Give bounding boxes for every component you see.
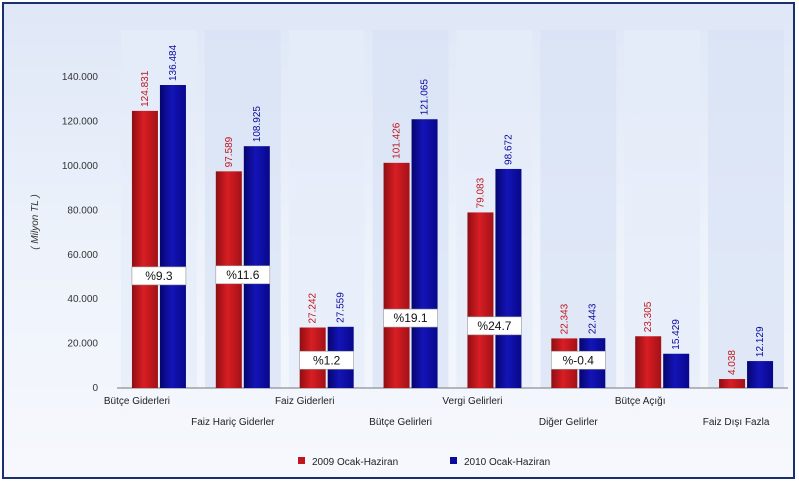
y-axis-label: ( Milyon TL ) — [30, 194, 41, 249]
y-tick-label: 20.000 — [67, 339, 98, 350]
category-label: Faiz Giderleri — [275, 396, 334, 407]
change-percent-box — [215, 265, 271, 285]
change-percent-box — [383, 308, 438, 328]
category-label: Bütçe Açığı — [615, 396, 666, 407]
y-tick-label: 120.000 — [62, 117, 99, 128]
bar-2010 — [411, 119, 438, 388]
value-label-2010: 15.429 — [671, 319, 682, 350]
bar-2009 — [719, 379, 746, 388]
y-tick-label: 100.000 — [62, 161, 99, 172]
category-label: Vergi Gelirleri — [442, 396, 502, 407]
category-label: Bütçe Gelirleri — [369, 417, 432, 428]
value-label-2010: 121.065 — [420, 79, 431, 116]
value-label-2010: 98.672 — [503, 134, 514, 165]
category-band — [624, 30, 701, 388]
value-label-2009: 27.242 — [308, 292, 319, 323]
bar-2010 — [495, 168, 522, 388]
change-percent-label: %11.6 — [226, 268, 259, 282]
value-label-2009: 79.083 — [475, 177, 486, 208]
category-label: Diğer Gelirler — [539, 417, 599, 428]
category-label: Bütçe Giderleri — [104, 396, 170, 407]
value-label-2009: 4.038 — [727, 350, 738, 375]
value-label-2009: 124.831 — [140, 70, 151, 107]
bar-2009 — [383, 162, 410, 388]
value-label-2009: 22.343 — [559, 303, 570, 334]
category-label: Faiz Hariç Giderler — [191, 417, 275, 428]
legend-swatch-2009 — [298, 457, 305, 464]
category-band — [540, 30, 617, 388]
legend-swatch-2010 — [450, 457, 457, 464]
bar-2009 — [467, 212, 494, 388]
bar-2009 — [131, 110, 158, 388]
legend-label-2009: 2009 Ocak-Haziran — [312, 457, 398, 468]
value-label-2010: 22.443 — [587, 303, 598, 334]
y-tick-label: 80.000 — [67, 205, 98, 216]
change-percent-label: %24.7 — [477, 319, 511, 333]
legend-label-2010: 2010 Ocak-Haziran — [464, 457, 550, 468]
change-percent-box — [131, 266, 187, 286]
value-label-2010: 12.129 — [755, 326, 766, 357]
bar-2010 — [747, 361, 774, 388]
value-label-2010: 108.925 — [252, 106, 263, 143]
change-percent-label: %19.1 — [394, 311, 428, 325]
change-percent-label: %1.2 — [313, 353, 341, 367]
y-tick-label: 140.000 — [62, 72, 99, 83]
value-label-2009: 97.589 — [224, 136, 235, 167]
change-percent-box — [299, 350, 354, 370]
change-percent-box — [551, 350, 606, 370]
change-percent-label: %9.3 — [145, 269, 173, 283]
category-label: Faiz Dışı Fazla — [703, 417, 770, 428]
y-tick-label: 0 — [92, 383, 98, 394]
value-label-2010: 136.484 — [168, 44, 179, 81]
y-tick-label: 60.000 — [67, 250, 98, 261]
change-percent-box — [467, 316, 522, 336]
change-percent-label: %-0.4 — [563, 353, 595, 367]
category-band — [708, 30, 784, 388]
bar-2009 — [635, 336, 662, 388]
bar-2010 — [663, 353, 690, 388]
value-label-2009: 101.426 — [392, 122, 403, 159]
value-label-2010: 27.559 — [336, 292, 347, 323]
bar-2010 — [159, 85, 186, 388]
y-tick-label: 40.000 — [67, 294, 98, 305]
value-label-2009: 23.305 — [643, 301, 654, 332]
